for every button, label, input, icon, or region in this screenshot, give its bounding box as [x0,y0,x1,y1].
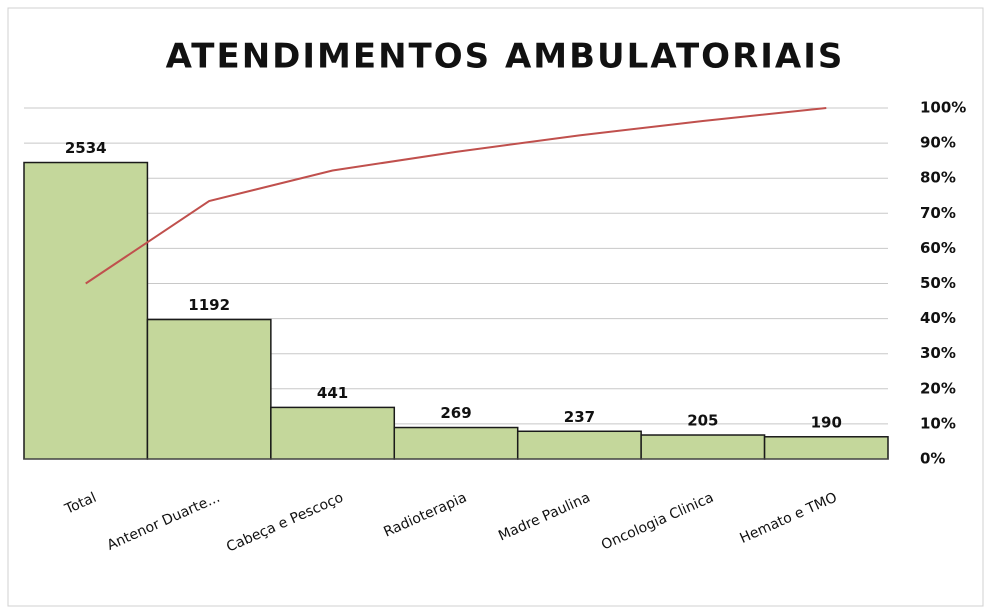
y2-tick-label: 80% [920,169,956,187]
data-label: 205 [687,412,718,430]
y2-tick-label: 90% [920,134,956,152]
y2-tick-label: 100% [920,99,966,117]
y2-tick-label: 10% [920,414,956,432]
bar [146,318,272,460]
y2-tick-label: 20% [920,379,956,397]
bar [270,406,396,460]
y2-tick-label: 50% [920,274,956,292]
data-label: 237 [564,408,595,426]
data-label: 190 [811,413,842,431]
y2-tick-label: 0% [920,450,945,468]
data-label: 2534 [65,139,107,157]
y2-tick-label: 60% [920,239,956,257]
y2-tick-label: 70% [920,204,956,222]
bar [516,430,642,460]
data-label: 1192 [188,296,230,314]
data-label: 441 [317,384,348,402]
bar [763,436,889,460]
y2-tick-label: 40% [920,309,956,327]
bar [393,426,519,460]
data-label: 269 [440,404,471,422]
bar [23,161,149,460]
chart-title: ATENDIMENTOS AMBULATORIAIS [166,37,845,77]
y2-tick-label: 30% [920,344,956,362]
cumulative-line [85,107,827,285]
bar [640,434,766,460]
